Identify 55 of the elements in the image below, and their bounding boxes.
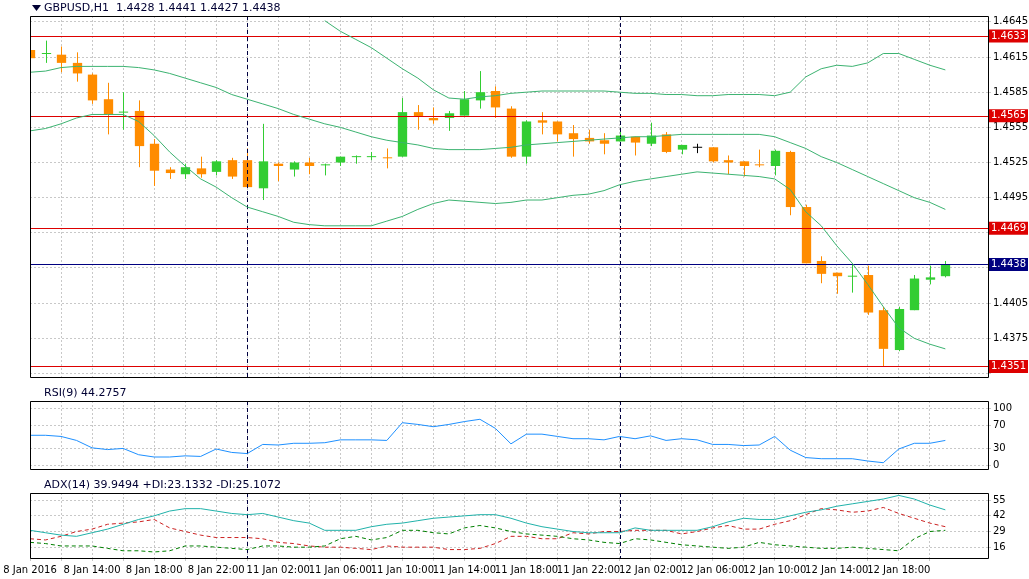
y-tick-label: 30: [993, 442, 1006, 454]
y-tick-label: 100: [993, 402, 1013, 414]
x-tick-label: 11 Jan 02:00: [246, 563, 310, 575]
y-tick-label: 29: [993, 525, 1006, 537]
candlestick: [103, 82, 114, 135]
y-tick-label: 1.4585: [993, 85, 1028, 97]
x-tick-label: 11 Jan 06:00: [308, 563, 372, 575]
chart-title: ADX(14) 39.9494 +DI:23.1332 -DI:25.1072: [44, 477, 282, 491]
ref-line-label: 1.4351: [991, 360, 1026, 372]
candlestick: [552, 120, 563, 142]
y-tick-label: 1.4495: [993, 191, 1028, 203]
y-tick-label: 0: [993, 459, 1000, 471]
candlestick: [351, 154, 362, 165]
y-tick-label: 1.4375: [993, 331, 1028, 343]
x-tick-label: 8 Jan 22:00: [187, 563, 245, 575]
candlestick: [925, 265, 936, 285]
candlestick: [599, 132, 610, 155]
y-tick-label: 1.4555: [993, 120, 1028, 132]
candlestick: [661, 131, 672, 154]
ref-line-label: 1.4565: [991, 109, 1026, 121]
candlestick: [537, 111, 548, 135]
x-tick-label: 12 Jan 18:00: [867, 563, 931, 575]
chart-title: GBPUSD,H1 1.4428 1.4441 1.4427 1.4438: [44, 0, 281, 14]
ref-line-label: 1.4438: [991, 258, 1026, 270]
y-tick-label: 1.4645: [993, 15, 1028, 27]
candlestick: [723, 154, 734, 175]
candlestick: [847, 262, 858, 294]
y-tick-label: 55: [993, 493, 1006, 505]
y-tick-label: 1.4405: [993, 296, 1028, 308]
candlestick: [568, 124, 579, 158]
y-tick-label: 1.4615: [993, 50, 1028, 62]
y-tick-label: 70: [993, 419, 1006, 431]
candlestick: [196, 156, 207, 179]
line-series: [30, 506, 946, 551]
candlestick: [227, 157, 238, 180]
y-tick-label: 1.4525: [993, 156, 1028, 168]
line-series: [30, 525, 946, 553]
candlestick: [770, 149, 781, 176]
ref-line-label: 1.4469: [991, 221, 1026, 233]
candlestick: [459, 90, 470, 117]
x-tick-label: 8 Jan 18:00: [125, 563, 183, 575]
y-tick-label: 16: [993, 540, 1006, 552]
x-tick-label: 12 Jan 14:00: [805, 563, 869, 575]
candlestick: [382, 147, 393, 169]
candlestick: [816, 255, 827, 284]
x-tick-label: 8 Jan 2016: [3, 563, 57, 575]
candlestick: [56, 45, 67, 73]
x-tick-label: 12 Jan 10:00: [743, 563, 807, 575]
y-tick-label: 42: [993, 509, 1006, 521]
ref-line-label: 1.4633: [991, 29, 1026, 41]
candlestick: [41, 40, 52, 64]
x-tick-label: 8 Jan 14:00: [63, 563, 121, 575]
x-tick-label: 11 Jan 10:00: [370, 563, 434, 575]
candlestick: [118, 91, 129, 131]
chart-title: RSI(9) 44.2757: [44, 385, 127, 399]
